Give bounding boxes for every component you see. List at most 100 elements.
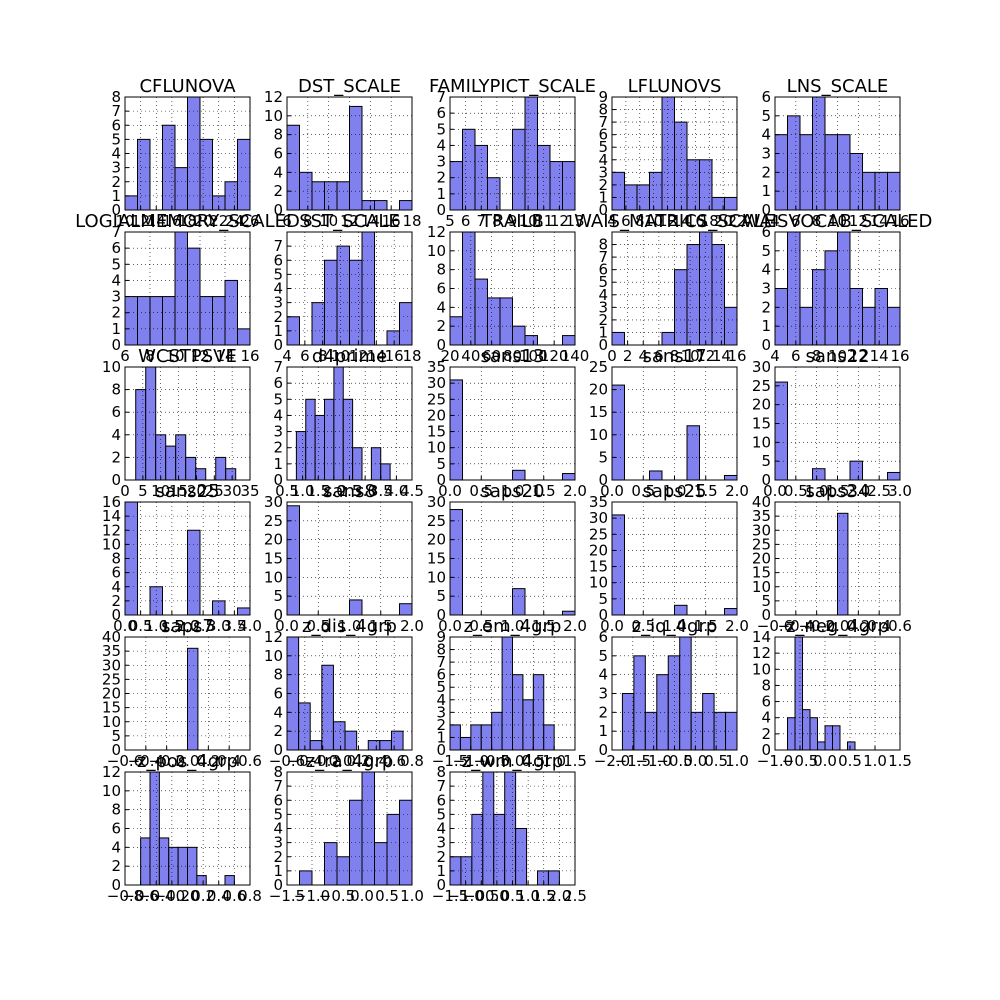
chart-title: WCSTPSVE <box>138 346 237 367</box>
x-tick-label: 2.0 <box>400 617 424 635</box>
x-tick-label: 20 <box>194 212 213 230</box>
histogram-bar <box>621 693 635 751</box>
y-tick-label: 0 <box>111 606 121 624</box>
y-tick-label: 8 <box>598 101 608 119</box>
y-tick-label: 8 <box>761 676 771 694</box>
y-tick-label: 1 <box>273 455 283 473</box>
y-tick-label: 30 <box>264 493 283 511</box>
x-tick-label: 1.0 <box>516 887 540 905</box>
y-tick-label: 0 <box>436 606 446 624</box>
y-tick-label: 15 <box>589 558 608 576</box>
histogram-bar <box>399 200 413 211</box>
histogram-bar <box>711 244 725 346</box>
y-tick-label: 5 <box>598 448 608 466</box>
y-tick-label: 12 <box>102 763 121 781</box>
histogram-bar <box>686 425 700 481</box>
x-tick-label: 22 <box>727 212 746 230</box>
y-tick-label: 3 <box>436 703 446 721</box>
x-tick-label: 100 <box>519 347 548 365</box>
x-tick-label: 4.0 <box>384 482 408 500</box>
y-tick-label: 25 <box>589 358 608 376</box>
histogram-bar <box>849 288 863 346</box>
y-tick-label: 5 <box>273 805 283 823</box>
histogram-bar <box>547 870 560 886</box>
histogram-bar <box>137 296 151 346</box>
histogram-bar <box>185 456 197 481</box>
y-tick-label: 10 <box>264 107 283 125</box>
x-tick-label: 6 <box>791 347 801 365</box>
y-tick-label: 2 <box>111 304 121 322</box>
y-tick-label: 4 <box>111 838 121 856</box>
y-tick-label: 0 <box>436 741 446 759</box>
y-tick-label: 6 <box>761 223 771 241</box>
y-tick-label: 4 <box>436 298 446 316</box>
y-tick-label: 5 <box>761 592 771 610</box>
y-tick-label: 0 <box>111 201 121 219</box>
x-tick-label: 6 <box>654 347 664 365</box>
y-tick-label: 4 <box>273 703 283 721</box>
y-tick-label: 15 <box>752 415 771 433</box>
y-tick-label: 3 <box>598 685 608 703</box>
y-tick-label: 0 <box>761 201 771 219</box>
chart-title: z_neg_4grp <box>786 616 889 637</box>
histogram-bar <box>874 171 888 211</box>
y-tick-label: 7 <box>111 102 121 120</box>
y-tick-label: 15 <box>427 423 446 441</box>
x-tick-label: −1.0 <box>447 887 483 905</box>
chart-title: saps34 <box>805 481 869 502</box>
y-tick-label: 20 <box>427 406 446 424</box>
histogram-bar <box>674 604 688 616</box>
x-tick-label: 1.0 <box>144 617 168 635</box>
x-tick-label: 14 <box>712 347 731 365</box>
chart-title: z_wm_4grp <box>462 751 563 772</box>
histogram-bar <box>299 171 313 211</box>
histogram-bar <box>787 231 801 346</box>
histogram-bar <box>499 297 513 346</box>
y-tick-label: 6 <box>598 126 608 144</box>
y-tick-label: 2 <box>436 317 446 335</box>
histogram-bar <box>374 200 388 211</box>
y-tick-label: 2 <box>111 173 121 191</box>
x-tick-label: 16 <box>382 212 401 230</box>
y-tick-label: 0 <box>598 471 608 489</box>
x-tick-label: 8 <box>635 212 645 230</box>
chart-title: FAMILYPICT_SCALE <box>429 76 596 97</box>
x-tick-label: −0.8 <box>107 887 143 905</box>
y-tick-label: 2 <box>598 703 608 721</box>
x-tick-label: 0.0 <box>329 752 353 770</box>
x-tick-label: 14 <box>870 212 889 230</box>
y-tick-label: 2 <box>598 311 608 329</box>
y-tick-label: 8 <box>273 126 283 144</box>
y-tick-label: 10 <box>102 713 121 731</box>
y-tick-label: 15 <box>427 550 446 568</box>
histogram-bar <box>611 331 625 346</box>
y-tick-label: 4 <box>111 271 121 289</box>
x-tick-label: 6 <box>461 212 471 230</box>
x-tick-label: 0.5 <box>375 887 399 905</box>
chart-title: d4prime <box>312 346 387 367</box>
y-tick-label: 2 <box>761 725 771 743</box>
y-tick-label: 7 <box>598 113 608 131</box>
histogram-bar <box>824 250 838 346</box>
x-tick-label: 12 <box>131 212 150 230</box>
y-tick-label: 3 <box>761 145 771 163</box>
y-tick-label: 0 <box>111 741 121 759</box>
histogram-bar <box>725 711 738 751</box>
y-tick-label: 1 <box>598 323 608 341</box>
x-tick-label: 0.0 <box>501 752 525 770</box>
y-tick-label: 6 <box>436 104 446 122</box>
y-tick-label: 9 <box>436 628 446 646</box>
x-tick-label: 10 <box>828 347 847 365</box>
histogram-bar <box>611 384 625 481</box>
y-tick-label: 5 <box>436 120 446 138</box>
histogram-bar <box>449 379 463 481</box>
histogram-bar <box>702 693 715 751</box>
x-tick-label: 1.5 <box>532 482 556 500</box>
histogram-bar <box>774 381 788 481</box>
